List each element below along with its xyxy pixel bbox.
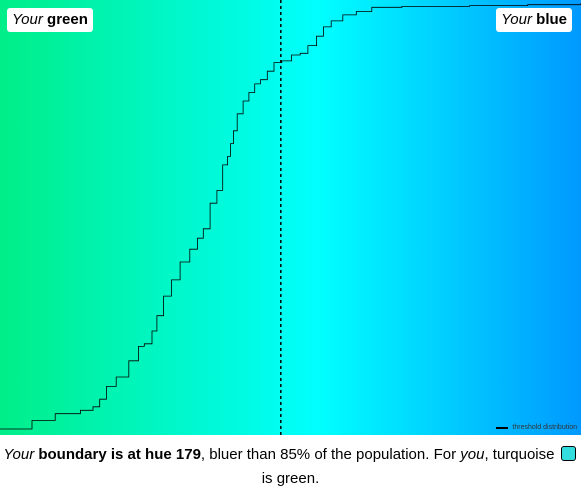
chart-canvas bbox=[0, 0, 581, 435]
turquoise-swatch bbox=[560, 446, 576, 461]
legend-line-swatch bbox=[496, 426, 509, 429]
your-blue-word: blue bbox=[536, 11, 567, 28]
your-green-word: green bbox=[47, 11, 88, 28]
threshold-distribution-line bbox=[0, 3, 581, 430]
legend-label: threshold distribution bbox=[512, 424, 577, 431]
your-blue-prefix: Your bbox=[501, 11, 532, 28]
chart-legend: threshold distribution bbox=[496, 424, 577, 431]
your-blue-label: Your blue bbox=[496, 8, 572, 32]
caption-middle: , bluer than 85% of the population. For bbox=[200, 446, 461, 463]
caption-color-name: , turquoise bbox=[484, 446, 555, 463]
hue-chart: Your green Your blue threshold distribut… bbox=[0, 0, 581, 435]
your-green-prefix: Your bbox=[12, 11, 43, 28]
caption-boundary: boundary is at hue 179 bbox=[38, 446, 201, 463]
caption-end: is green. bbox=[261, 470, 320, 487]
your-green-label: Your green bbox=[7, 8, 93, 32]
caption-you: you bbox=[460, 446, 485, 463]
caption-your: Your bbox=[3, 446, 35, 463]
hue-gradient-background bbox=[0, 0, 581, 435]
result-caption: Your boundary is at hue 179, bluer than … bbox=[0, 443, 581, 491]
